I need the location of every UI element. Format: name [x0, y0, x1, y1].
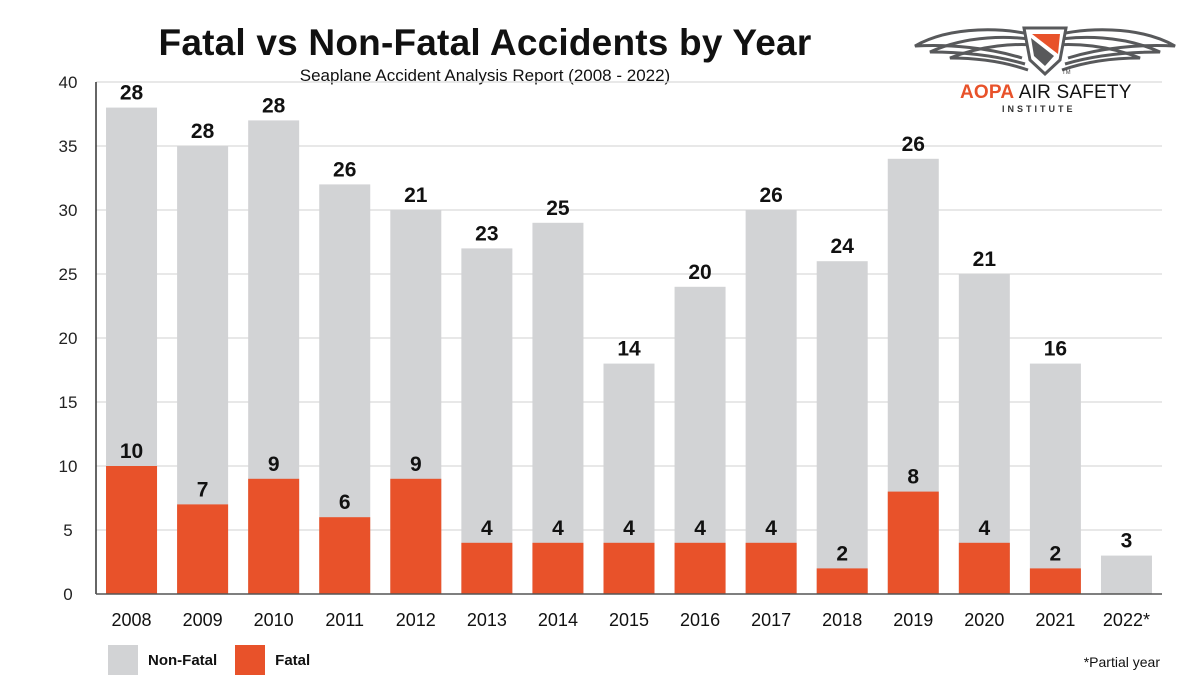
data-label-non-fatal: 26	[333, 158, 356, 181]
legend-item-non-fatal: Non-Fatal	[108, 645, 217, 675]
legend: Non-Fatal Fatal	[108, 645, 328, 675]
x-tick-label: 2019	[893, 610, 933, 630]
data-label-fatal: 4	[552, 517, 564, 540]
x-tick-label: 2017	[751, 610, 791, 630]
footnote: *Partial year	[1083, 654, 1160, 670]
data-label-fatal: 9	[410, 453, 422, 476]
data-label-fatal: 4	[481, 517, 493, 540]
data-label-non-fatal: 24	[831, 235, 855, 258]
data-label-fatal: 9	[268, 453, 280, 476]
x-tick-label: 2010	[254, 610, 294, 630]
aopa-wings-logo-icon	[914, 26, 1176, 77]
bar-fatal	[106, 466, 158, 594]
x-tick-label: 2021	[1035, 610, 1075, 630]
x-axis: 2008 2009 2010 2011 2012 2013 2014 2015 2016 2017…	[96, 593, 1162, 630]
x-tick-label: 2009	[183, 610, 223, 630]
bar-non-fatal	[816, 261, 868, 594]
bar-fatal	[319, 517, 371, 594]
bar-fatal	[674, 542, 726, 594]
chart-title: Fatal vs Non-Fatal Accidents by Year	[158, 22, 812, 63]
x-tick-label: 2014	[538, 610, 578, 630]
legend-swatch-fatal	[235, 645, 266, 675]
legend-label-non-fatal: Non-Fatal	[148, 651, 218, 669]
data-label-fatal: 6	[339, 491, 351, 514]
y-tick-label: 0	[63, 585, 72, 604]
x-tick-label: 2011	[325, 610, 364, 630]
data-label-non-fatal: 21	[973, 248, 997, 271]
y-tick-label: 20	[59, 329, 78, 348]
data-label-fatal: 7	[197, 478, 209, 501]
y-tick-label: 40	[59, 73, 78, 92]
data-label-fatal: 10	[120, 440, 143, 463]
data-label-fatal: 4	[694, 517, 706, 540]
trademark: TM	[1062, 70, 1071, 76]
data-label-fatal: 2	[836, 542, 848, 565]
bars	[106, 107, 1152, 595]
bar-fatal	[603, 542, 655, 594]
data-label-non-fatal: 21	[404, 184, 428, 207]
logo-brand: AOPA	[960, 82, 1015, 103]
x-tick-label: 2022*	[1103, 610, 1150, 630]
bar-fatal	[745, 542, 797, 594]
data-labels: 2810287289266219234254144204264242268214…	[120, 82, 1132, 566]
data-label-non-fatal: 3	[1121, 530, 1133, 553]
y-tick-label: 25	[59, 265, 78, 284]
bar-fatal	[958, 542, 1010, 594]
data-label-non-fatal: 20	[688, 261, 711, 284]
bar-non-fatal	[958, 274, 1010, 594]
y-tick-label: 15	[59, 393, 78, 412]
bar-non-fatal	[1029, 363, 1081, 594]
x-tick-label: 2018	[822, 610, 862, 630]
data-label-fatal: 2	[1050, 542, 1062, 565]
bar-fatal	[248, 478, 300, 594]
data-label-fatal: 4	[623, 517, 635, 540]
bar-non-fatal	[532, 222, 584, 595]
y-tick-label: 5	[63, 521, 72, 540]
data-label-non-fatal: 23	[475, 222, 498, 245]
x-tick-label: 2015	[609, 610, 649, 630]
bar-fatal	[887, 491, 939, 594]
y-axis: 0 5 10 15 20 25 30 35 40	[59, 73, 97, 604]
logo-name: AIR SAFETY	[1018, 82, 1132, 103]
data-label-non-fatal: 28	[191, 120, 215, 143]
logo-subtitle: INSTITUTE	[1002, 104, 1076, 114]
bar-fatal	[816, 568, 868, 594]
x-tick-label: 2020	[964, 610, 1004, 630]
data-label-non-fatal: 14	[617, 338, 641, 361]
legend-item-fatal: Fatal	[235, 645, 310, 675]
y-tick-label: 10	[59, 457, 78, 476]
data-label-non-fatal: 25	[546, 197, 570, 220]
bar-fatal	[532, 542, 584, 594]
logo-wordmark: AOPA AIR SAFETY	[960, 82, 1132, 104]
bar-non-fatal	[461, 248, 513, 594]
y-tick-label: 30	[59, 201, 78, 220]
bar-non-fatal	[745, 210, 797, 594]
x-tick-label: 2008	[112, 610, 152, 630]
data-label-fatal: 4	[765, 517, 777, 540]
x-tick-label: 2013	[467, 610, 507, 630]
bar-non-fatal	[1100, 555, 1152, 594]
data-label-non-fatal: 16	[1044, 338, 1067, 361]
data-label-non-fatal: 28	[120, 82, 144, 105]
y-tick-label: 35	[59, 137, 78, 156]
data-label-fatal: 8	[907, 466, 919, 489]
bar-fatal	[461, 542, 513, 594]
legend-swatch-non-fatal	[108, 645, 138, 675]
data-label-non-fatal: 26	[902, 133, 925, 156]
bar-fatal	[1029, 568, 1081, 594]
chart-subtitle: Seaplane Accident Analysis Report (2008 …	[299, 66, 671, 85]
bar-fatal	[177, 504, 229, 594]
x-tick-label: 2012	[396, 610, 436, 630]
legend-label-fatal: Fatal	[275, 651, 311, 669]
data-label-non-fatal: 26	[759, 184, 782, 207]
data-label-non-fatal: 28	[262, 94, 286, 117]
data-label-fatal: 4	[978, 517, 990, 540]
x-tick-label: 2016	[680, 610, 720, 630]
bar-fatal	[390, 478, 442, 594]
